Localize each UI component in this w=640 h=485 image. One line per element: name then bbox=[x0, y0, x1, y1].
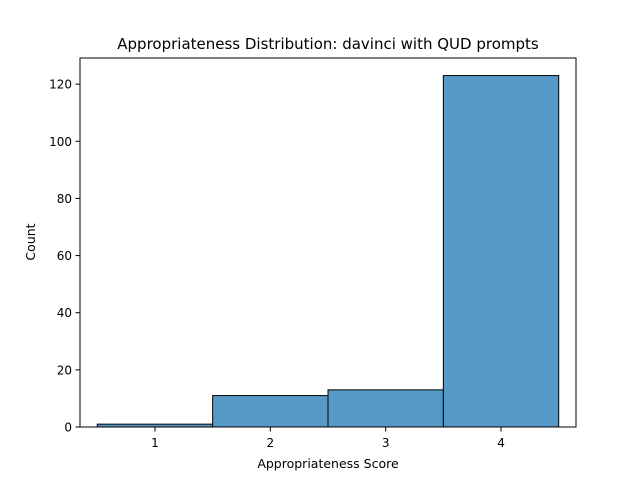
y-tick-label: 40 bbox=[57, 306, 72, 320]
y-tick-label: 60 bbox=[57, 249, 72, 263]
y-axis-label: Count bbox=[23, 223, 38, 260]
x-tick-label: 3 bbox=[382, 436, 390, 450]
y-tick-label: 120 bbox=[49, 78, 72, 92]
x-tick-label: 1 bbox=[151, 436, 159, 450]
bar-score-3 bbox=[327, 389, 444, 428]
chart-title: Appropriateness Distribution: davinci wi… bbox=[117, 35, 539, 53]
y-tick-label: 80 bbox=[57, 192, 72, 206]
bar-score-2 bbox=[212, 395, 329, 428]
y-axis-ticks: 0 20 40 60 80 100 120 bbox=[49, 78, 80, 435]
x-tick-label: 4 bbox=[497, 436, 505, 450]
plot-frame bbox=[79, 57, 577, 428]
y-tick-label: 100 bbox=[49, 135, 72, 149]
x-axis-ticks: 1 2 3 4 bbox=[151, 427, 505, 450]
y-tick-label: 0 bbox=[64, 421, 72, 435]
x-tick-label: 2 bbox=[267, 436, 275, 450]
y-tick-label: 20 bbox=[57, 363, 72, 377]
bars-group bbox=[96, 75, 560, 428]
x-axis-label: Appropriateness Score bbox=[257, 456, 399, 471]
bar-score-4 bbox=[442, 75, 560, 428]
